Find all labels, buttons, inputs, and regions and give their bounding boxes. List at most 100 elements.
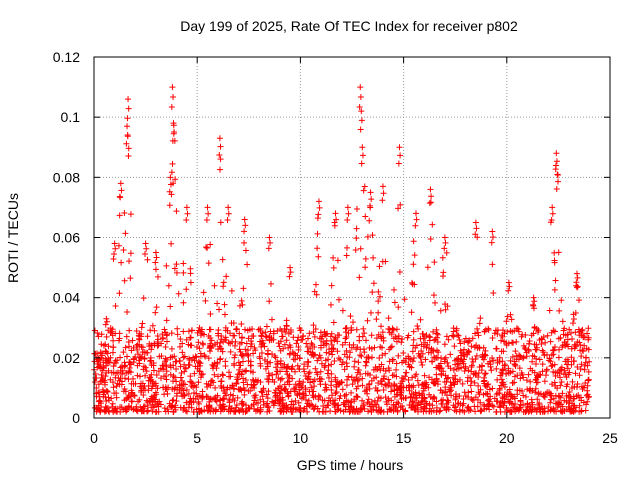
data-point — [316, 408, 323, 415]
data-point — [170, 397, 177, 404]
data-point — [563, 374, 570, 381]
data-point — [459, 402, 466, 409]
data-point — [394, 407, 401, 414]
data-point — [144, 333, 151, 340]
data-point — [419, 362, 426, 369]
data-point — [173, 269, 180, 276]
data-point — [520, 374, 527, 381]
data-point — [207, 334, 214, 341]
data-point — [305, 397, 312, 404]
data-point — [128, 398, 135, 405]
data-point — [547, 392, 554, 399]
data-point — [249, 325, 256, 332]
data-point — [173, 261, 180, 268]
data-point — [380, 365, 387, 372]
data-point — [512, 348, 519, 355]
data-point — [284, 379, 291, 386]
data-point — [365, 408, 372, 415]
data-point — [240, 352, 247, 359]
data-point — [448, 382, 455, 389]
data-point — [466, 338, 473, 345]
data-point — [141, 403, 148, 410]
y-tick-label: 0.08 — [53, 169, 80, 185]
data-point — [561, 325, 568, 332]
data-point — [376, 354, 383, 361]
data-point — [338, 379, 345, 386]
data-point — [556, 367, 563, 374]
data-point — [378, 323, 385, 330]
data-point — [570, 320, 577, 327]
data-point — [353, 326, 360, 333]
x-tick-label: 20 — [499, 430, 515, 446]
data-point — [389, 325, 396, 332]
data-point — [216, 306, 223, 313]
data-point — [97, 349, 104, 356]
data-point — [578, 353, 585, 360]
data-point — [467, 382, 474, 389]
data-point — [334, 331, 341, 338]
data-point — [434, 381, 441, 388]
data-point — [334, 348, 341, 355]
data-point — [214, 360, 221, 367]
data-point — [172, 176, 179, 183]
data-point — [167, 181, 174, 188]
data-point — [343, 252, 350, 259]
data-point — [328, 282, 335, 289]
data-point — [220, 283, 227, 290]
data-point — [242, 408, 249, 415]
data-point — [581, 366, 588, 373]
data-point — [524, 400, 531, 407]
y-axis-label: ROTI / TECUs — [5, 193, 21, 283]
data-point — [573, 279, 580, 286]
data-point — [360, 402, 367, 409]
data-point — [136, 360, 143, 367]
data-point — [353, 206, 360, 213]
data-point — [570, 405, 577, 412]
data-point — [353, 235, 360, 242]
data-point — [527, 378, 534, 385]
data-point — [160, 362, 167, 369]
data-point — [223, 336, 230, 343]
data-point — [170, 120, 177, 127]
data-point — [304, 344, 311, 351]
data-point — [531, 353, 538, 360]
data-point — [402, 373, 409, 380]
data-point — [443, 333, 450, 340]
data-point — [230, 332, 237, 339]
data-point — [401, 296, 408, 303]
data-point — [471, 403, 478, 410]
data-point — [450, 366, 457, 373]
data-point — [441, 341, 448, 348]
data-point — [331, 358, 338, 365]
data-point — [342, 329, 349, 336]
data-point — [417, 401, 424, 408]
data-point — [312, 281, 319, 288]
data-point — [320, 342, 327, 349]
data-point — [112, 245, 119, 252]
data-point — [433, 408, 440, 415]
data-point — [566, 389, 573, 396]
data-point — [364, 390, 371, 397]
data-point — [476, 345, 483, 352]
data-point — [499, 380, 506, 387]
data-point — [260, 385, 267, 392]
data-point — [187, 279, 194, 286]
data-point — [472, 231, 479, 238]
data-point — [375, 331, 382, 338]
data-point — [489, 385, 496, 392]
data-point — [511, 404, 518, 411]
data-point — [504, 313, 511, 320]
data-point — [362, 362, 369, 369]
data-point — [156, 353, 163, 360]
data-point — [148, 362, 155, 369]
data-point — [447, 379, 454, 386]
data-point — [482, 352, 489, 359]
data-point — [442, 306, 449, 313]
data-point — [533, 344, 540, 351]
data-point — [563, 361, 570, 368]
data-point — [328, 341, 335, 348]
data-point — [410, 328, 417, 335]
data-point — [218, 378, 225, 385]
data-point — [574, 381, 581, 388]
data-point — [207, 310, 214, 317]
